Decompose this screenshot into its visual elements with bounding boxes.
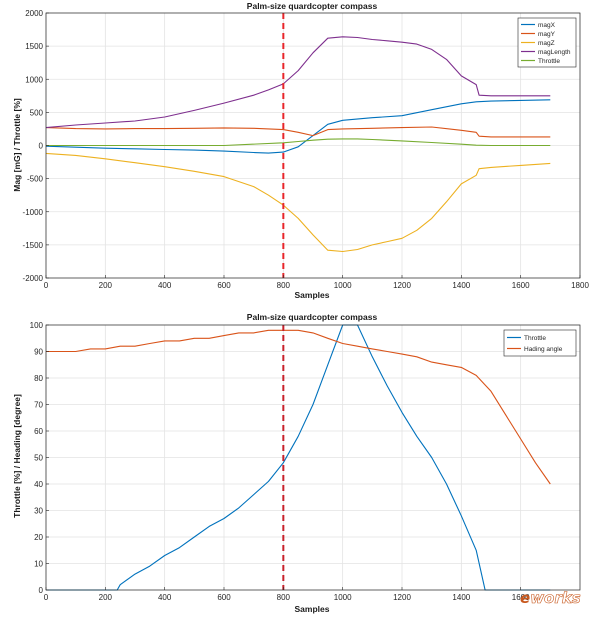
bottom-ytick-label: 0 [39,586,44,595]
eworks-watermark: eworks [520,589,581,608]
top-legend-label: magY [538,31,556,38]
top-xtick-label: 600 [217,281,231,290]
top-legend-label: magZ [538,40,555,47]
bottom-ytick-label: 20 [34,533,43,542]
bottom-ytick-label: 60 [34,427,43,436]
bottom-series-hading-angle [46,329,551,485]
bottom-xtick-label: 200 [99,593,113,602]
top-xtick-label: 1600 [512,281,530,290]
bottom-ytick-label: 40 [34,480,43,489]
top-legend-label: magLength [538,49,571,56]
top-xtick-label: 400 [158,281,172,290]
top-xtick-label: 1200 [393,281,411,290]
bottom-xtick-label: 1600 [512,593,530,602]
top-series-magz [45,152,551,253]
bottom-legend-box [503,329,577,357]
bottom-series-throttle [46,324,551,591]
bottom-legend: Throttle Hading angle [503,329,577,357]
bottom-legend-label: Throttle [524,335,546,342]
bottom-xtick-label: 1400 [452,593,470,602]
top-legend-label: magX [538,22,556,29]
chart-bottom-xlabel: Samples [295,604,330,614]
top-xtick-label: 1000 [334,281,352,290]
bottom-ytick-label: 100 [30,321,44,330]
top-legend: magX magY magZ magLength Throttle [517,17,577,68]
top-ytick-label: 1500 [25,42,43,51]
chart-bottom-title: Palm-size quardcopter compass [247,312,378,322]
top-ytick-label: -1500 [23,241,44,250]
bottom-legend-label: Hading angle [524,346,563,353]
svg-text:eworks: eworks [520,589,581,607]
top-xtick-label: 0 [44,281,49,290]
chart-top-title: Palm-size quardcopter compass [247,1,378,11]
top-xtick-label: 1800 [571,281,589,290]
top-ytick-label: 0 [39,142,44,151]
bottom-xtick-label: 1200 [393,593,411,602]
top-xtick-label: 200 [99,281,113,290]
bottom-ytick-label: 50 [34,454,43,463]
watermark-works: works [530,589,581,607]
bottom-xtick-label: 1000 [334,593,352,602]
top-series-magy [45,126,551,138]
bottom-xtick-label: 800 [277,593,291,602]
bottom-ytick-label: 90 [34,348,43,357]
bottom-ytick-label: 30 [34,507,43,516]
watermark-e: e [520,589,530,607]
top-ytick-label: -1000 [23,208,44,217]
chart-bottom-ylabel: Throttle [%] / Heading [degree] [12,394,22,518]
top-ytick-label: -500 [27,175,44,184]
bottom-ytick-label: 80 [34,374,43,383]
top-legend-label: Throttle [538,58,560,65]
top-ytick-label: 1000 [25,75,43,84]
bottom-xtick-label: 600 [217,593,231,602]
top-series-throttle [46,138,551,147]
chart-top-xlabel: Samples [295,290,330,300]
top-xtick-label: 1400 [452,281,470,290]
top-xtick-label: 800 [277,281,291,290]
bottom-xtick-label: 0 [44,593,49,602]
chart-bottom: Palm-size quardcopter compass Samples Th… [12,312,581,614]
chart-top: Palm-size quardcopter compass Samples Ma… [12,1,589,300]
bottom-ytick-label: 10 [34,560,43,569]
top-ytick-label: 2000 [25,9,43,18]
top-series-maglength [45,36,551,129]
bottom-ytick-label: 70 [34,401,43,410]
top-ytick-label: -2000 [23,274,44,283]
chart-top-ylabel: Mag [mG] / Throttle [%] [12,98,22,192]
top-ytick-label: 500 [30,108,44,117]
bottom-xtick-label: 400 [158,593,172,602]
